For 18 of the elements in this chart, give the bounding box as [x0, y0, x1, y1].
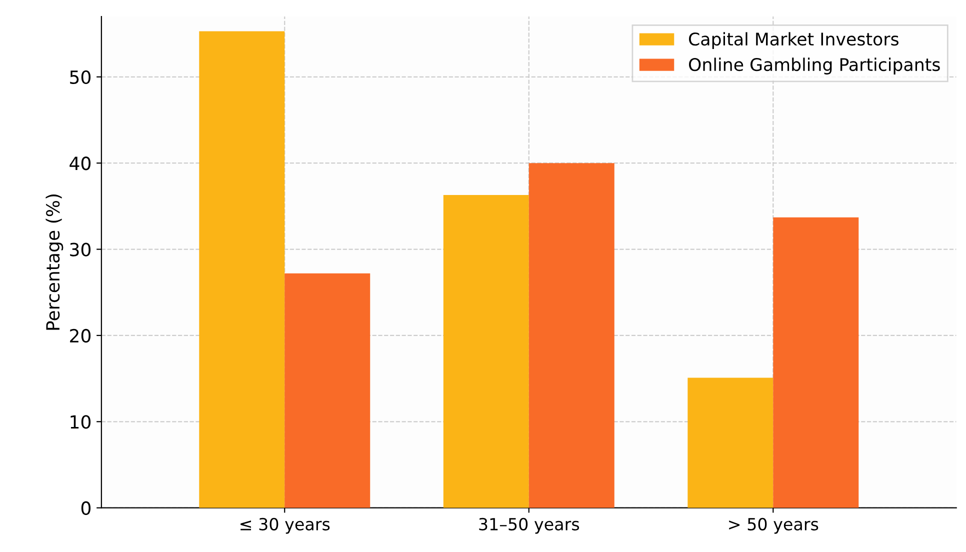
bar: [773, 217, 859, 508]
bar: [199, 31, 285, 508]
x-tick-label: 31–50 years: [479, 518, 580, 534]
y-axis-title: Percentage (%): [46, 194, 64, 330]
legend-label: Online Gambling Participants: [688, 58, 940, 74]
legend-label: Capital Market Investors: [688, 32, 898, 49]
y-tick-label: 0: [81, 501, 91, 515]
y-tick-label: 30: [70, 242, 91, 256]
y-tick-label: 40: [70, 156, 91, 170]
bar: [284, 273, 370, 508]
y-tick-label: 50: [70, 70, 91, 84]
bar: [443, 194, 529, 508]
bar: [528, 163, 614, 508]
bar: [688, 378, 774, 508]
x-tick-label: > 50 years: [729, 518, 818, 534]
x-tick-label: ≤ 30 years: [240, 518, 330, 534]
y-tick-label: 10: [70, 415, 91, 429]
y-tick-label: 20: [70, 328, 91, 343]
